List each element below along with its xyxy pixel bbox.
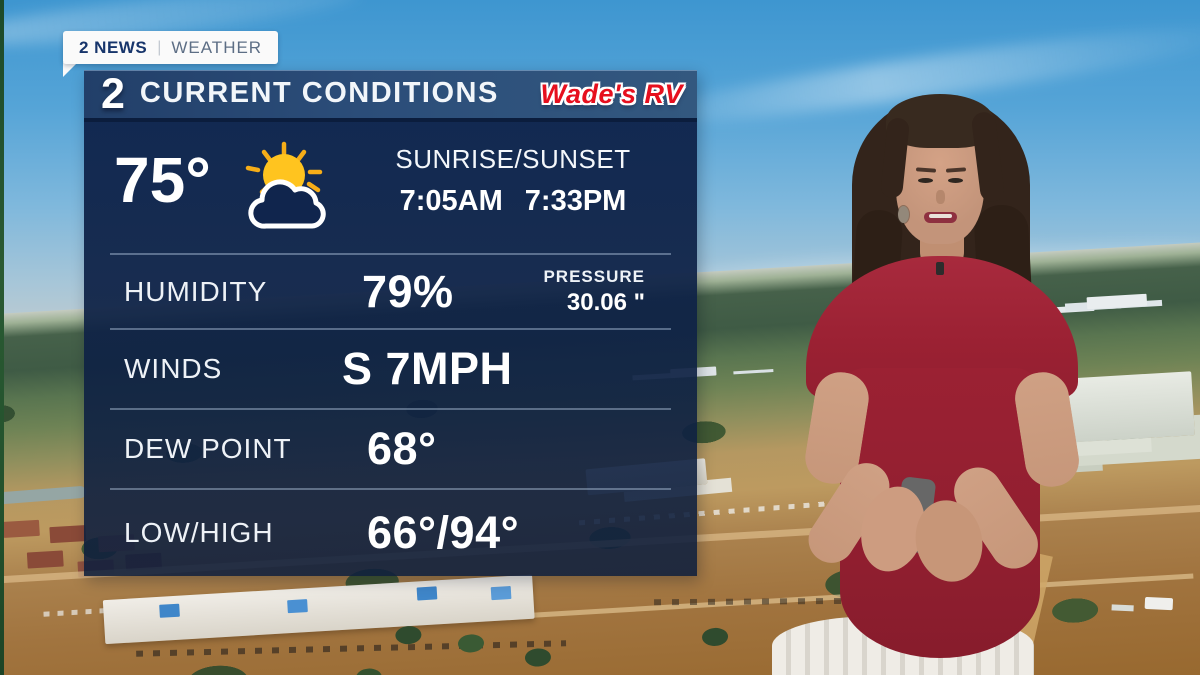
low-high-label: LOW/HIGH: [124, 516, 274, 548]
winds-value: S 7MPH: [342, 343, 513, 394]
left-edge-strip: [0, 0, 4, 675]
row-divider: [110, 408, 671, 410]
pressure-value: 30.06 ": [566, 288, 645, 316]
presenter-earring: [898, 206, 909, 223]
dew-point-label: DEW POINT: [124, 433, 292, 464]
sun-behind-cloud-icon: [232, 138, 344, 243]
sunset-time: 7:33PM: [524, 185, 627, 217]
presenter-smile: [929, 214, 952, 218]
presenter-eye: [948, 178, 963, 183]
low-high-value: 66°/94°: [367, 506, 520, 558]
channel-number: 2: [101, 70, 125, 118]
panel-body: 75°: [84, 118, 697, 576]
winds-label: WINDS: [124, 353, 223, 384]
pressure-block: PRESSURE 30.06 ": [543, 267, 645, 317]
sunrise-time: 7:05AM: [399, 185, 503, 217]
apartment-rooftops: [2, 519, 40, 538]
winds-row: WINDS S 7MPH: [84, 329, 697, 409]
station-bug-tail: [63, 62, 78, 77]
row-divider: [110, 253, 671, 255]
low-high-row: LOW/HIGH 66°/94°: [84, 489, 697, 576]
pressure-label: PRESSURE: [543, 266, 645, 286]
humidity-row: HUMIDITY 79% PRESSURE 30.06 ": [84, 254, 697, 329]
current-temperature: 75°: [114, 144, 211, 216]
station-bug: 2 NEWS | WEATHER: [63, 31, 279, 64]
station-brand: 2 NEWS: [79, 37, 148, 57]
row-divider: [110, 488, 671, 490]
panel-header: 2 CURRENT CONDITIONS Wade's RV: [84, 70, 697, 118]
station-section: WEATHER: [171, 37, 263, 57]
row-divider: [110, 328, 671, 330]
sponsor-logo: Wade's RV: [540, 79, 683, 109]
dew-point-value: 68°: [367, 423, 437, 474]
humidity-value: 79%: [362, 265, 454, 317]
lapel-microphone: [936, 262, 944, 275]
presenter-eye: [918, 178, 933, 183]
sunrise-sunset-block: SUNRISE/SUNSET 7:05AM 7:33PM: [355, 144, 671, 218]
current-conditions-panel: 2 CURRENT CONDITIONS Wade's RV 75°: [84, 70, 697, 576]
storefront-signs: [159, 603, 180, 618]
presenter-nose: [936, 190, 945, 204]
temperature-row: 75°: [84, 122, 697, 250]
white-truck: [1144, 596, 1174, 611]
humidity-label: HUMIDITY: [124, 275, 268, 307]
sunrise-sunset-times: 7:05AM 7:33PM: [355, 185, 671, 218]
panel-title: CURRENT CONDITIONS: [139, 77, 499, 109]
sunrise-sunset-label: SUNRISE/SUNSET: [395, 144, 631, 174]
dew-point-row: DEW POINT 68°: [84, 409, 697, 489]
bug-divider: |: [157, 38, 162, 56]
